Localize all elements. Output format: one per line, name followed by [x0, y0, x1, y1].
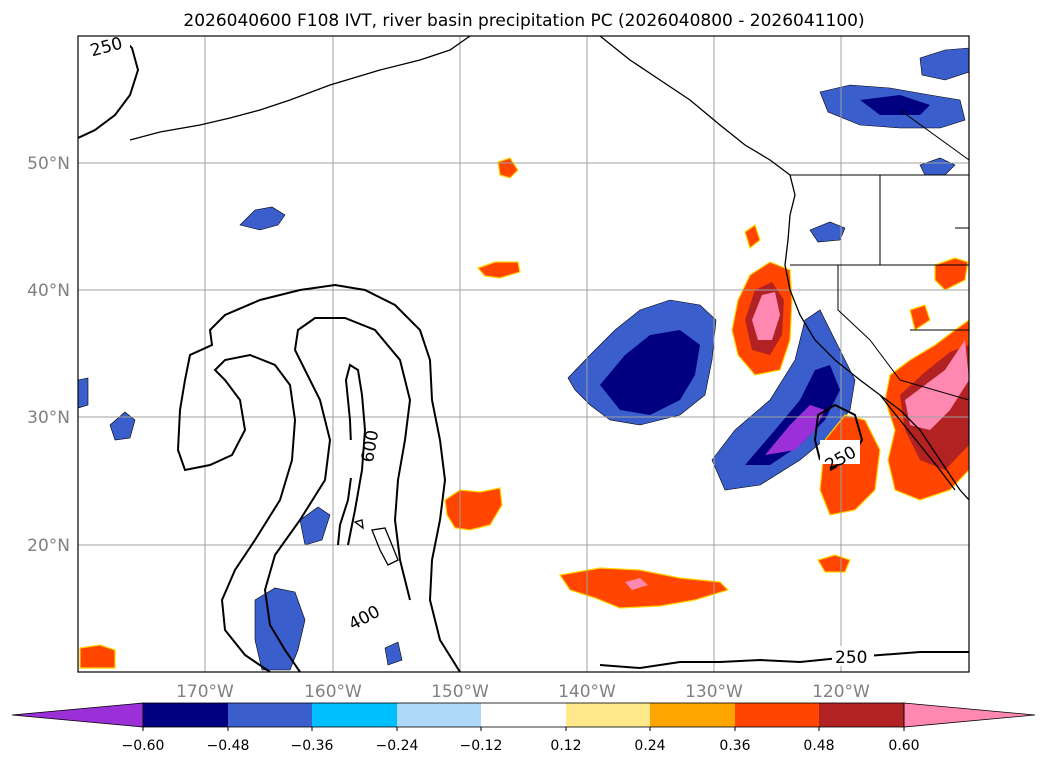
- colorbar-tick-label: −0.36: [291, 738, 334, 754]
- colorbar-segment: [735, 703, 819, 727]
- colorbar-segment: [481, 703, 566, 727]
- positive-pc-region-south: [558, 567, 730, 609]
- colorbar-tick-label: −0.24: [376, 738, 419, 754]
- longitude-labels: 170°W 160°W 150°W 140°W 130°W 120°W: [176, 682, 870, 702]
- colorbar-tick-label: −0.48: [207, 738, 250, 754]
- lat-label-20n: 20°N: [27, 536, 70, 556]
- lat-label-50n: 50°N: [27, 154, 70, 174]
- map-frame: [77, 35, 970, 673]
- colorbar-tick-label: 0.48: [803, 738, 834, 754]
- colorbar-tick-label: 0.12: [550, 738, 581, 754]
- colorbar-segment: [143, 703, 228, 727]
- colorbar-ticks: [142, 727, 905, 731]
- political-borders: [790, 109, 969, 401]
- ivt-contour-250-east: [599, 651, 969, 670]
- colorbar-tick-label: 0.24: [634, 738, 665, 754]
- ivt-contour-600: [337, 363, 367, 546]
- lon-label-120w: 120°W: [812, 682, 870, 702]
- ivt-contour-400: [263, 317, 412, 672]
- colorbar-segment: [228, 703, 312, 727]
- colorbar-tick-labels: −0.60 −0.48 −0.36 −0.24 −0.12 0.12 0.24 …: [122, 738, 920, 754]
- lat-label-30n: 30°N: [27, 408, 70, 428]
- colorbar-segment: [566, 703, 650, 727]
- colorbar-segment: [397, 703, 481, 727]
- colorbar: −0.60 −0.48 −0.36 −0.24 −0.12 0.12 0.24 …: [11, 702, 1036, 754]
- lon-label-160w: 160°W: [304, 682, 362, 702]
- graticule: [78, 36, 969, 672]
- negative-pc-region-west: [239, 206, 286, 231]
- colorbar-segment: [312, 703, 397, 727]
- colorbar-segment: [819, 703, 904, 727]
- contour-label-250-south: 250: [835, 648, 867, 668]
- lat-label-40n: 40°N: [27, 281, 70, 301]
- colorbar-extend-max: [903, 702, 1036, 728]
- positive-pc-region-central-pacific: [444, 487, 503, 531]
- colorbar-segment: [650, 703, 735, 727]
- ivt-contours: [78, 36, 969, 672]
- colorbar-segments: [11, 702, 1036, 728]
- lon-label-170w: 170°W: [176, 682, 234, 702]
- colorbar-extend-min: [11, 702, 144, 728]
- negative-pc-region-california: [711, 309, 856, 491]
- colorbar-tick-label: 0.60: [888, 738, 919, 754]
- map-title: 2026040600 F108 IVT, river basin precipi…: [183, 11, 864, 31]
- colorbar-tick-label: 0.36: [719, 738, 750, 754]
- ivt-contour-labels: 250 600 400 250 250: [86, 36, 874, 668]
- lon-label-130w: 130°W: [685, 682, 743, 702]
- colorbar-tick-label: −0.60: [122, 738, 165, 754]
- lon-label-150w: 150°W: [431, 682, 489, 702]
- map-panel: 250 600 400 250 250: [78, 36, 969, 672]
- latitude-labels: 50°N 40°N 30°N 20°N: [27, 154, 70, 556]
- hawaii-islands: [371, 527, 399, 566]
- colorbar-outline: [142, 702, 905, 728]
- ivt-contour-250-west: [78, 36, 140, 139]
- lon-label-140w: 140°W: [558, 682, 616, 702]
- ivt-contour-250-main: [176, 283, 461, 672]
- coastlines: [129, 36, 969, 566]
- colorbar-tick-label: −0.12: [460, 738, 503, 754]
